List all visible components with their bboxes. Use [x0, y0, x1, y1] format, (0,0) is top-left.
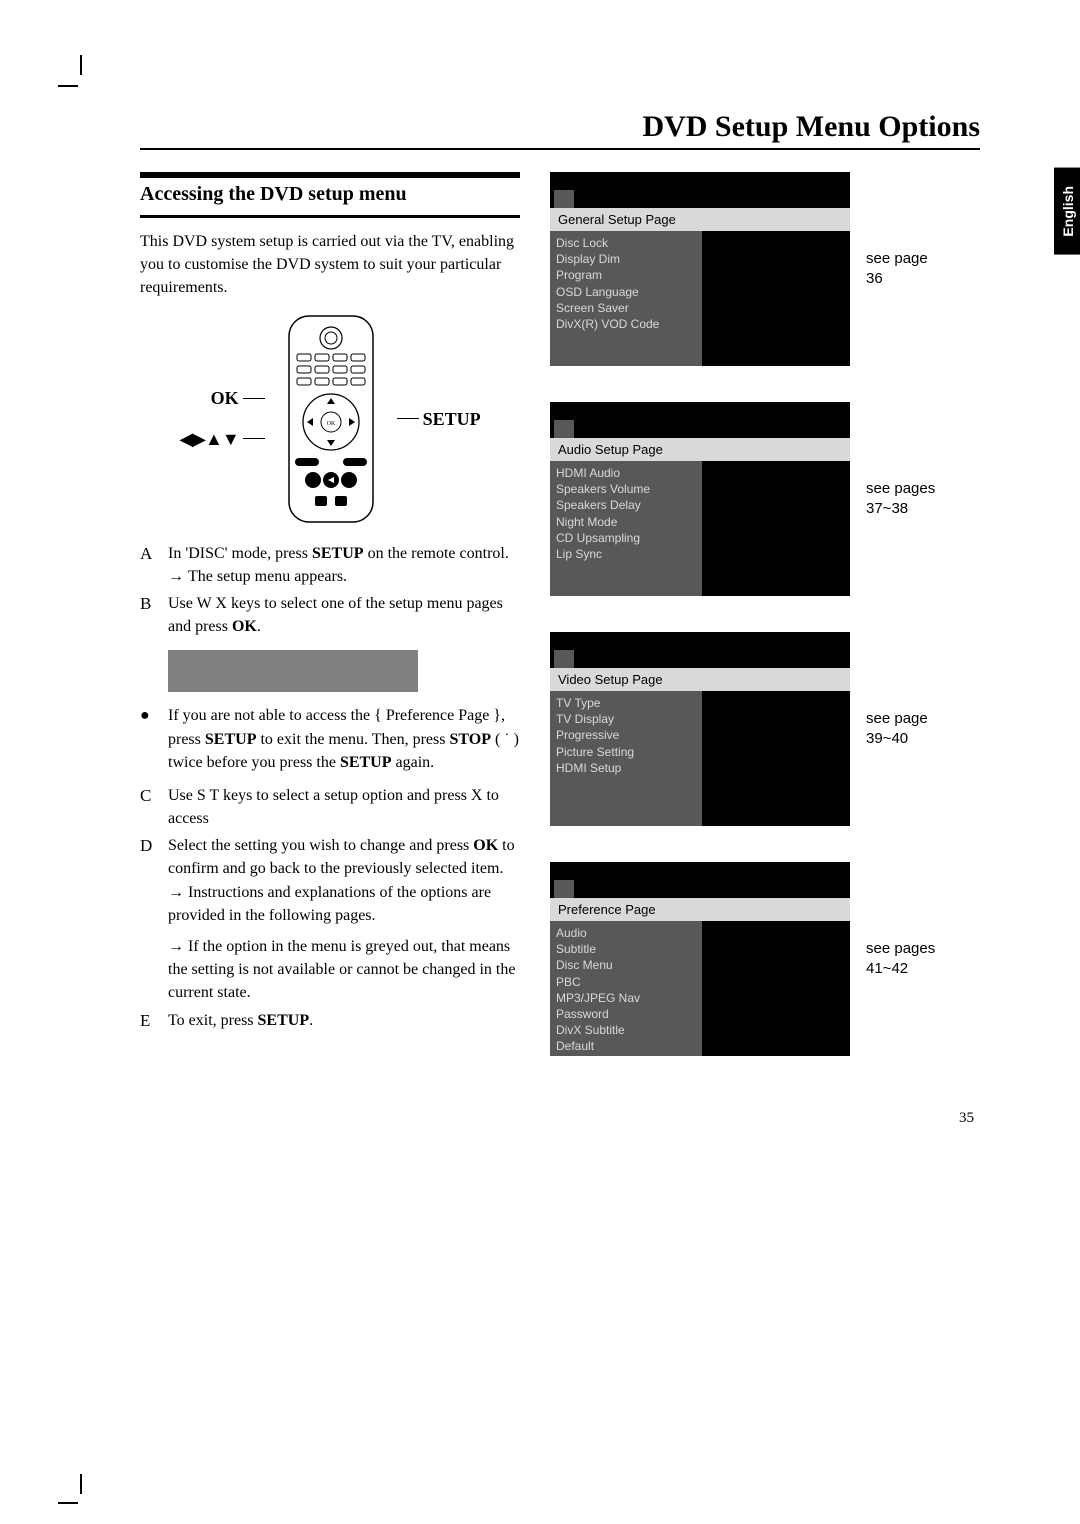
- menu-body: HDMI AudioSpeakers VolumeSpeakers DelayN…: [550, 461, 850, 596]
- menu-item: Picture Setting: [556, 744, 696, 760]
- menu-item: Disc Lock: [556, 235, 696, 251]
- menu-item: Disc Menu: [556, 957, 696, 973]
- remote-arrows-label: ◀▶▲▼: [179, 426, 238, 452]
- step-sub: The setup menu appears.: [168, 565, 520, 588]
- menu-item: Progressive: [556, 727, 696, 743]
- menu-caption: see pages 37~38: [866, 479, 935, 520]
- menu-topbar: [550, 632, 850, 668]
- menu-item: Audio: [556, 925, 696, 941]
- menu-caption: see pages 41~42: [866, 939, 935, 980]
- menu-box: Video Setup PageTV TypeTV DisplayProgres…: [550, 632, 850, 826]
- menu-item: PBC: [556, 974, 696, 990]
- menu-item: TV Display: [556, 711, 696, 727]
- step-c: C Use S T keys to select a setup option …: [140, 784, 520, 830]
- step-letter: E: [140, 1009, 158, 1034]
- step-letter: D: [140, 834, 158, 1004]
- menu-item: Speakers Volume: [556, 481, 696, 497]
- menu-item: Program: [556, 267, 696, 283]
- step-bold: SETUP: [312, 545, 364, 562]
- menu-body: AudioSubtitleDisc MenuPBCMP3/JPEG NavPas…: [550, 921, 850, 1056]
- menu-header: Audio Setup Page: [550, 438, 850, 461]
- left-column: Accessing the DVD setup menu This DVD sy…: [140, 172, 520, 1092]
- bullet-note: ● If you are not able to access the { Pr…: [140, 704, 520, 774]
- step-sub: Instructions and explanations of the opt…: [168, 881, 520, 927]
- menu-block: Preference PageAudioSubtitleDisc MenuPBC…: [550, 862, 980, 1056]
- menu-box: Audio Setup PageHDMI AudioSpeakers Volum…: [550, 402, 850, 596]
- menu-block: General Setup PageDisc LockDisplay DimPr…: [550, 172, 980, 366]
- menu-caption: see page 36: [866, 249, 928, 290]
- step-text: again.: [392, 754, 435, 771]
- page-title: DVD Setup Menu Options: [140, 110, 980, 150]
- remote-ok-label: OK: [211, 385, 239, 411]
- menu-body: Disc LockDisplay DimProgramOSD LanguageS…: [550, 231, 850, 366]
- step-bold: OK: [232, 618, 257, 635]
- step-text: on the remote control.: [364, 545, 509, 562]
- step-e: E To exit, press SETUP.: [140, 1009, 520, 1034]
- menu-caption: see page 39~40: [866, 709, 928, 750]
- menu-item: DivX(R) VOD Code: [556, 316, 696, 332]
- step-text: Use S T keys to select a setup option an…: [168, 784, 520, 830]
- menu-block: Audio Setup PageHDMI AudioSpeakers Volum…: [550, 402, 980, 596]
- step-text: To exit, press: [168, 1012, 258, 1029]
- menu-header: General Setup Page: [550, 208, 850, 231]
- step-text: to exit the menu. Then, press: [256, 731, 449, 748]
- menu-header: Preference Page: [550, 898, 850, 921]
- intro-paragraph: This DVD system setup is carried out via…: [140, 230, 520, 300]
- menu-block: Video Setup PageTV TypeTV DisplayProgres…: [550, 632, 980, 826]
- menu-item: Subtitle: [556, 941, 696, 957]
- menu-items: Disc LockDisplay DimProgramOSD LanguageS…: [550, 231, 702, 366]
- menu-item: TV Type: [556, 695, 696, 711]
- page-number: 35: [140, 1110, 980, 1127]
- menu-item: CD Upsampling: [556, 530, 696, 546]
- menu-topbar: [550, 172, 850, 208]
- remote-diagram: OK ◀▶▲▼: [140, 314, 520, 524]
- menu-topbar: [550, 862, 850, 898]
- section-heading: Accessing the DVD setup menu: [140, 172, 520, 218]
- menu-item: Screen Saver: [556, 300, 696, 316]
- menu-box: Preference PageAudioSubtitleDisc MenuPBC…: [550, 862, 850, 1056]
- step-bold: SETUP: [340, 754, 392, 771]
- step-a: A In 'DISC' mode, press SETUP on the rem…: [140, 542, 520, 588]
- grey-placeholder: [168, 650, 418, 692]
- step-text: .: [309, 1012, 313, 1029]
- step-text: Select the setting you wish to change an…: [168, 837, 473, 854]
- step-letter: A: [140, 542, 158, 588]
- step-bold: SETUP: [258, 1012, 310, 1029]
- menu-item: HDMI Setup: [556, 760, 696, 776]
- step-letter: B: [140, 592, 158, 638]
- language-tab: English: [1054, 168, 1080, 255]
- step-text: In 'DISC' mode, press: [168, 545, 312, 562]
- menu-item: MP3/JPEG Nav: [556, 990, 696, 1006]
- step-bold: STOP: [449, 731, 491, 748]
- menu-box: General Setup PageDisc LockDisplay DimPr…: [550, 172, 850, 366]
- menu-items: TV TypeTV DisplayProgressivePicture Sett…: [550, 691, 702, 826]
- step-letter: C: [140, 784, 158, 830]
- step-bold: OK: [473, 837, 498, 854]
- menu-items: AudioSubtitleDisc MenuPBCMP3/JPEG NavPas…: [550, 921, 702, 1056]
- menu-header: Video Setup Page: [550, 668, 850, 691]
- menu-item: OSD Language: [556, 284, 696, 300]
- menu-topbar: [550, 402, 850, 438]
- menu-item: Night Mode: [556, 514, 696, 530]
- menu-items: HDMI AudioSpeakers VolumeSpeakers DelayN…: [550, 461, 702, 596]
- step-text: .: [257, 618, 261, 635]
- menu-item: HDMI Audio: [556, 465, 696, 481]
- step-sub: If the option in the menu is greyed out,…: [168, 935, 520, 1005]
- step-b: B Use W X keys to select one of the setu…: [140, 592, 520, 638]
- right-column: General Setup PageDisc LockDisplay DimPr…: [550, 172, 980, 1092]
- menu-body: TV TypeTV DisplayProgressivePicture Sett…: [550, 691, 850, 826]
- step-bold: SETUP: [205, 731, 257, 748]
- menu-item: Password: [556, 1006, 696, 1022]
- menu-item: Speakers Delay: [556, 497, 696, 513]
- step-d: D Select the setting you wish to change …: [140, 834, 520, 1004]
- menu-item: Lip Sync: [556, 546, 696, 562]
- menu-item: Default: [556, 1038, 696, 1054]
- menu-item: DivX Subtitle: [556, 1022, 696, 1038]
- menu-item: Display Dim: [556, 251, 696, 267]
- remote-icon: OK: [271, 314, 391, 524]
- svg-text:OK: OK: [326, 421, 335, 427]
- remote-setup-label: SETUP: [423, 406, 481, 432]
- step-text: Use W X keys to select one of the setup …: [168, 595, 503, 635]
